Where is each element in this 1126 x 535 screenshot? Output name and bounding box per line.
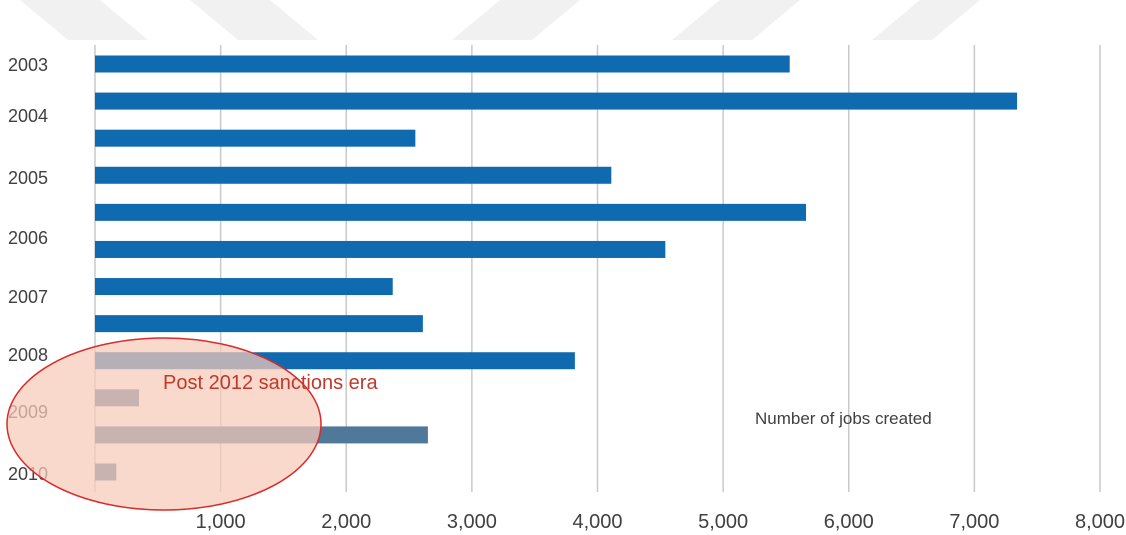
x-tick-label: 6,000 xyxy=(824,511,874,533)
bar xyxy=(95,278,393,296)
grid-lines xyxy=(94,45,1101,492)
header-shape xyxy=(452,0,580,40)
bar xyxy=(95,240,666,258)
bar xyxy=(95,129,416,147)
x-axis-title: Number of jobs created xyxy=(755,409,932,428)
x-tick-label: 2,000 xyxy=(321,511,371,533)
decorative-header-shapes xyxy=(20,0,980,40)
sanctions-era-highlight xyxy=(6,337,322,511)
x-tick-label: 7,000 xyxy=(949,511,999,533)
category-label: 2004 xyxy=(8,106,48,126)
header-shape xyxy=(190,0,318,40)
x-tick-labels: 1,000 2,000 3,000 4,000 5,000 6,000 7,000 8,000 xyxy=(196,511,1125,533)
category-label: 2005 xyxy=(8,168,48,188)
bar xyxy=(95,315,423,333)
x-tick-label: 3,000 xyxy=(447,511,497,533)
header-shape xyxy=(672,0,800,40)
bar xyxy=(95,166,612,184)
category-label: 2003 xyxy=(8,55,48,75)
bar xyxy=(95,55,790,73)
category-label: 2006 xyxy=(8,228,48,248)
category-label: 2008 xyxy=(8,345,48,365)
header-shape xyxy=(20,0,148,40)
header-shape xyxy=(872,0,980,40)
x-tick-label: 8,000 xyxy=(1075,511,1125,533)
category-label: 2007 xyxy=(8,287,48,307)
bar xyxy=(95,92,1018,110)
x-tick-label: 5,000 xyxy=(698,511,748,533)
x-tick-label: 1,000 xyxy=(196,511,246,533)
sanctions-annotation: Post 2012 sanctions era xyxy=(163,372,378,394)
bar xyxy=(95,203,807,221)
category-labels: 20032004200520062007200820092010 xyxy=(8,55,48,484)
x-tick-label: 4,000 xyxy=(572,511,622,533)
